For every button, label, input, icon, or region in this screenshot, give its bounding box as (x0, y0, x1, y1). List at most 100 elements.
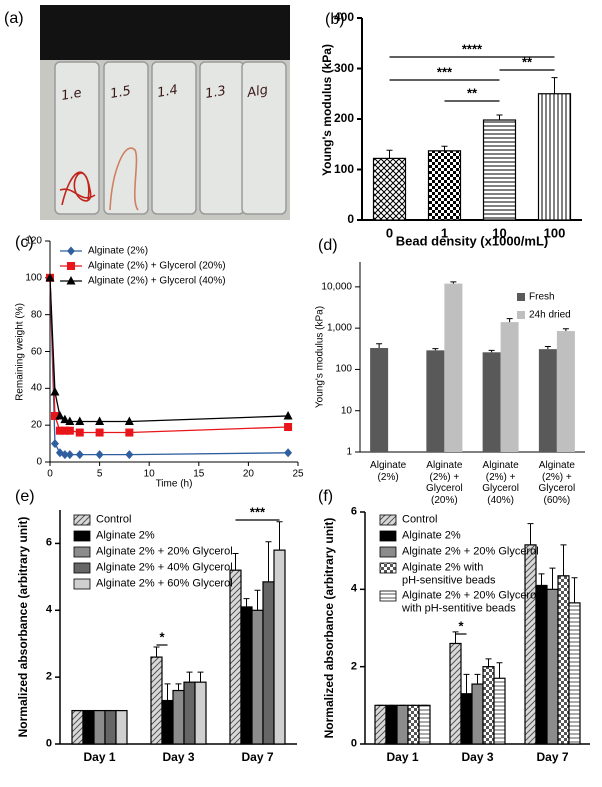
x-tick-label: Day 3 (461, 750, 494, 765)
y-tick-label: 120 (25, 235, 42, 247)
x-tick-label: 1 (440, 225, 449, 241)
marker (284, 448, 293, 458)
marker (284, 423, 293, 432)
marker (75, 450, 84, 460)
legend-label: Alginate 2% with pH-sensitive beads (402, 561, 496, 586)
x-tick-label: Day 1 (83, 750, 116, 765)
error-bar (265, 541, 272, 582)
x-tick-label: Alginate (2%) + Glycerol (60%) (538, 460, 576, 506)
vial-label: 1.e (60, 86, 83, 104)
significance-label: * (458, 618, 464, 634)
bar (500, 322, 519, 452)
significance-label: **** (461, 41, 483, 57)
error-bar (175, 683, 182, 691)
legend-swatch (517, 293, 525, 301)
bar (537, 93, 572, 221)
y-tick-label: 400 (333, 10, 354, 25)
y-axis-label: Young's modulus (kPa) (320, 44, 335, 176)
legend-swatch (379, 514, 397, 526)
bar (372, 157, 407, 221)
error-bar (506, 318, 513, 323)
legend-label: Alginate (2%) (88, 245, 149, 257)
legend-label: Control (402, 513, 438, 526)
legend-label: Alginate 2% (96, 529, 155, 542)
error-bar (485, 658, 492, 667)
error-bar (432, 348, 439, 351)
x-tick-label: Day 7 (536, 750, 569, 765)
marker (55, 410, 65, 420)
vial (241, 61, 287, 215)
error-bar (562, 328, 569, 332)
y-tick-label: 0 (45, 737, 52, 750)
y-tick-label: 20 (30, 419, 42, 431)
error-bar (496, 114, 503, 121)
bar (370, 348, 389, 452)
error-bar (376, 343, 383, 349)
error-bar (386, 149, 393, 159)
vial (151, 61, 197, 215)
panel-label: (e) (15, 487, 35, 505)
bar (482, 119, 517, 221)
error-bar (571, 577, 578, 603)
significance-label: *** (436, 64, 453, 80)
legend-label: Alginate 2% + 20% Glycerol with pH-senti… (402, 589, 539, 614)
legend-label: 24h dried (529, 309, 571, 321)
y-tick-label: 1,000 (326, 322, 352, 334)
error-bar (474, 673, 481, 685)
marker (66, 276, 76, 285)
y-axis-label: Normalized absorbance (arbitrary unit) (322, 517, 337, 739)
error-bar (538, 573, 545, 586)
bar (482, 352, 501, 452)
y-tick-label: 2 (350, 660, 357, 673)
x-tick-label: Alginate (2%) (370, 460, 407, 483)
panel-label: (d) (318, 236, 338, 254)
marker (60, 450, 69, 460)
marker (65, 426, 74, 435)
legend-label: Alginate 2% (402, 529, 461, 542)
marker (95, 428, 104, 437)
error-bar (164, 683, 171, 701)
marker (60, 426, 69, 435)
marker (75, 416, 85, 425)
panel-label: (c) (15, 233, 34, 251)
legend-label: Alginate 2% + 20% Glycerol (96, 545, 233, 558)
marker (50, 387, 60, 396)
legend-swatch (379, 530, 397, 542)
marker (60, 414, 70, 424)
significance-label: * (159, 629, 165, 645)
error-bar (197, 671, 204, 683)
y-tick-label: 1 (346, 446, 352, 458)
x-axis-label: Bead density (x1000/mL) (395, 233, 549, 249)
fiber (59, 171, 96, 206)
y-tick-label: 10 (340, 404, 352, 416)
photo-shadow (40, 5, 290, 60)
legend-swatch (379, 562, 397, 574)
y-tick-label: 6 (350, 505, 357, 518)
legend-swatch (73, 546, 91, 558)
x-axis-label: Time (h) (155, 478, 193, 490)
y-tick-label: 80 (30, 308, 42, 320)
x-tick-label: Day 7 (241, 750, 274, 765)
marker (95, 416, 105, 425)
error-bar (549, 567, 556, 590)
x-tick-label: 20 (242, 468, 254, 480)
marker (75, 428, 84, 437)
panel-label: (a) (4, 10, 24, 27)
y-tick-label: 4 (45, 603, 52, 616)
y-axis-label: Remaining weight (%) (14, 303, 26, 401)
error-bar (441, 145, 448, 151)
legend-label: Alginate 2% + 60% Glycerol (96, 577, 233, 590)
y-tick-label: 0 (350, 737, 357, 750)
legend-swatch (379, 546, 397, 558)
legend-label: Fresh (529, 291, 555, 303)
error-bar (243, 598, 250, 607)
marker (50, 439, 59, 449)
significance-label: ** (466, 85, 478, 101)
y-tick-label: 200 (333, 111, 354, 126)
bar (426, 350, 445, 452)
x-tick-label: 0 (385, 225, 394, 241)
y-tick-label: 60 (30, 345, 42, 357)
error-bar (463, 673, 470, 694)
y-tick-label: 100 (335, 363, 352, 375)
